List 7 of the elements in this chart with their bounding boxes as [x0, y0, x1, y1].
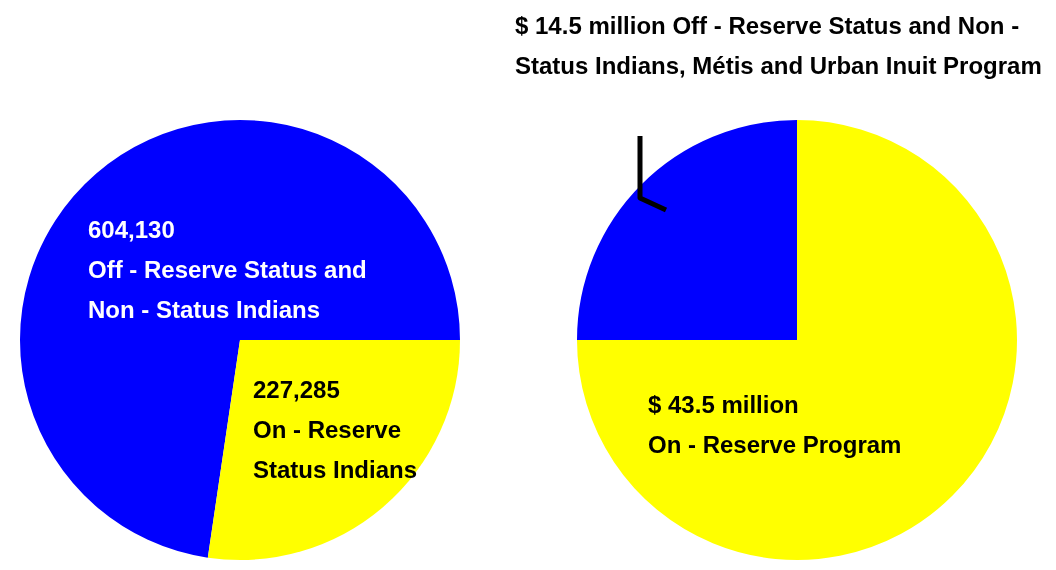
slice-label: $ 14.5 million Off - Reserve Status and Non - Status Indians, Métis and Urban Inuit Program: [515, 12, 1042, 79]
data-label: 604,130: [88, 216, 175, 243]
slice-label: Off - Reserve Status and Non - Status Indians: [88, 256, 367, 323]
data-label: 227,285: [253, 376, 340, 403]
slice-label: On - Reserve Status Indians: [253, 416, 418, 483]
slice-label: On - Reserve Program: [648, 431, 902, 458]
data-label: $ 43.5 million: [648, 391, 799, 418]
